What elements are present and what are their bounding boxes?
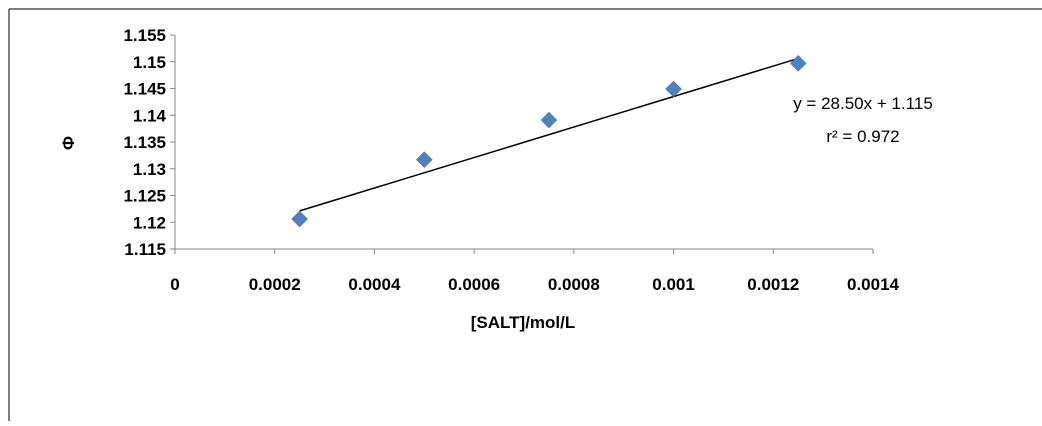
trendline-layer bbox=[299, 57, 799, 212]
y-tick-label: 1.115 bbox=[124, 240, 166, 259]
x-tick-label: 0.0002 bbox=[249, 275, 301, 294]
y-tick-label: 1.135 bbox=[123, 133, 166, 152]
y-tick-label: 1.125 bbox=[123, 187, 166, 206]
x-tick-label: 0.0008 bbox=[548, 275, 600, 294]
x-tick-label: 0.001 bbox=[652, 275, 695, 294]
y-tick-label: 1.12 bbox=[133, 213, 166, 232]
y-axis-title: Φ bbox=[59, 136, 78, 150]
data-point-diamond bbox=[789, 55, 807, 72]
y-tick-label: 1.13 bbox=[133, 160, 166, 179]
y-tick-label: 1.14 bbox=[133, 106, 167, 125]
data-points bbox=[291, 55, 807, 228]
x-tick-label: 0.0006 bbox=[448, 275, 500, 294]
x-axis-title: [SALT]/mol/L bbox=[471, 313, 576, 332]
x-tick-label: 0.0004 bbox=[348, 275, 401, 294]
linear-trendline bbox=[299, 57, 799, 212]
r-squared-annotation: r² = 0.972 bbox=[826, 127, 899, 146]
y-tick-label: 1.15 bbox=[133, 53, 166, 72]
data-point-diamond bbox=[665, 80, 682, 98]
data-point-diamond bbox=[291, 210, 308, 228]
x-tick-label: 0 bbox=[170, 275, 179, 294]
x-tick-label: 0.0012 bbox=[747, 275, 799, 294]
axes: 1.115 1.12 1.125 1.13 1.135 1.14 1.145 1.15 1.15… bbox=[123, 26, 899, 294]
equation-annotation: y = 28.50x + 1.115 bbox=[793, 94, 933, 113]
y-tick-label: 1.145 bbox=[123, 80, 166, 99]
data-point-diamond bbox=[415, 151, 433, 169]
y-tick-label: 1.155 bbox=[123, 26, 166, 45]
x-tick-label: 0.0014 bbox=[847, 275, 900, 294]
data-point-diamond bbox=[540, 111, 558, 129]
